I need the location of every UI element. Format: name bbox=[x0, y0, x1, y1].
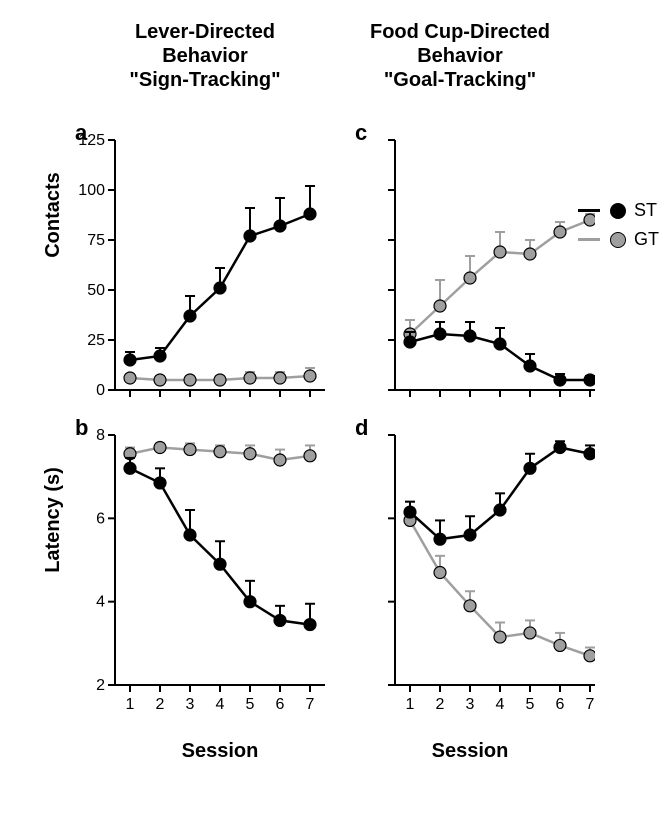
svg-text:5: 5 bbox=[246, 696, 255, 713]
legend-line-st bbox=[578, 209, 600, 212]
svg-text:2: 2 bbox=[436, 696, 445, 713]
svg-text:6: 6 bbox=[276, 696, 285, 713]
svg-text:2: 2 bbox=[156, 696, 165, 713]
svg-text:1: 1 bbox=[406, 696, 415, 713]
panel-c-plot bbox=[355, 130, 595, 420]
panel-d-plot: 1 2 3 4 5 6 7 bbox=[355, 425, 595, 745]
svg-text:3: 3 bbox=[466, 696, 475, 713]
y-axis-title-contacts: Contacts bbox=[42, 125, 65, 305]
svg-text:25: 25 bbox=[87, 332, 105, 349]
col-title-right-line-1: Food Cup-Directed bbox=[370, 21, 550, 43]
col-title-right-line-3: "Goal-Tracking" bbox=[384, 69, 536, 91]
svg-text:4: 4 bbox=[96, 594, 105, 611]
svg-text:5: 5 bbox=[526, 696, 535, 713]
legend-item-gt: GT bbox=[578, 229, 659, 250]
legend-item-st: ST bbox=[578, 200, 659, 221]
svg-text:125: 125 bbox=[78, 132, 105, 149]
svg-text:6: 6 bbox=[556, 696, 565, 713]
x-axis-title-right: Session bbox=[365, 740, 575, 763]
y-axis-title-latency: Latency (s) bbox=[42, 430, 65, 610]
col-title-left-line-3: "Sign-Tracking" bbox=[129, 69, 280, 91]
svg-text:3: 3 bbox=[186, 696, 195, 713]
panel-a-plot: 0 25 50 75 100 125 bbox=[75, 130, 355, 420]
figure-root: Lever-Directed Behavior "Sign-Tracking" … bbox=[0, 0, 670, 831]
svg-text:7: 7 bbox=[306, 696, 315, 713]
legend: ST GT bbox=[578, 200, 659, 258]
x-axis-title-left: Session bbox=[115, 740, 325, 763]
svg-text:1: 1 bbox=[126, 696, 135, 713]
legend-marker-gt bbox=[610, 232, 626, 248]
panel-b-plot: 2 4 6 8 1 2 3 4 5 6 7 bbox=[75, 425, 355, 745]
legend-label-st: ST bbox=[634, 200, 657, 221]
legend-line-gt bbox=[578, 238, 600, 241]
svg-text:75: 75 bbox=[87, 232, 105, 249]
col-title-left-line-1: Lever-Directed bbox=[135, 21, 275, 43]
col-title-right-line-2: Behavior bbox=[417, 45, 503, 67]
svg-text:2: 2 bbox=[96, 677, 105, 694]
svg-text:50: 50 bbox=[87, 282, 105, 299]
legend-marker-st bbox=[610, 203, 626, 219]
col-title-left-line-2: Behavior bbox=[162, 45, 248, 67]
legend-label-gt: GT bbox=[634, 229, 659, 250]
svg-text:100: 100 bbox=[78, 182, 105, 199]
svg-text:6: 6 bbox=[96, 510, 105, 527]
svg-text:0: 0 bbox=[96, 382, 105, 399]
column-title-left: Lever-Directed Behavior "Sign-Tracking" bbox=[80, 20, 330, 92]
svg-text:4: 4 bbox=[496, 696, 505, 713]
svg-text:4: 4 bbox=[216, 696, 225, 713]
column-title-right: Food Cup-Directed Behavior "Goal-Trackin… bbox=[330, 20, 590, 92]
svg-text:8: 8 bbox=[96, 427, 105, 444]
svg-text:7: 7 bbox=[586, 696, 595, 713]
